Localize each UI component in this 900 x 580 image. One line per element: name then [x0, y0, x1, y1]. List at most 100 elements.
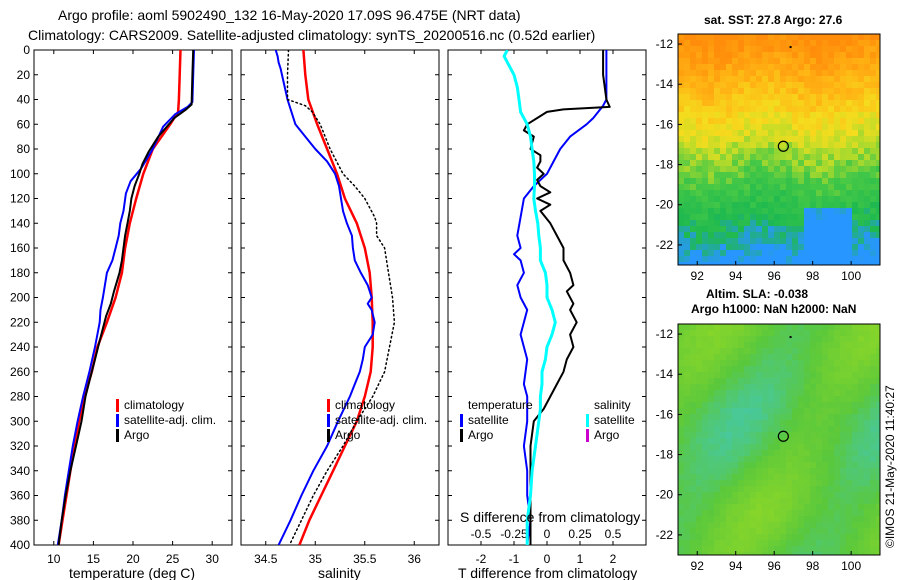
map-cell	[762, 226, 768, 232]
map-cell	[852, 546, 858, 552]
map-cell	[822, 130, 828, 136]
map-cell	[804, 70, 810, 76]
map-cell	[780, 232, 786, 238]
map-cell	[708, 324, 714, 330]
map-cell	[696, 172, 702, 178]
map-cell	[786, 456, 792, 462]
map-cell	[678, 214, 684, 220]
map-cell	[876, 468, 880, 474]
map-cell	[792, 390, 798, 396]
map-cell	[804, 64, 810, 70]
map-cell	[744, 232, 750, 238]
map-cell	[774, 88, 780, 94]
map-cell	[732, 324, 738, 330]
map-cell	[678, 52, 684, 58]
map-cell	[780, 202, 786, 208]
map-cell	[690, 378, 696, 384]
map-cell	[828, 390, 834, 396]
map-cell	[780, 208, 786, 214]
map-cell	[708, 534, 714, 540]
map-cell	[738, 420, 744, 426]
map-cell	[804, 510, 810, 516]
map-cell	[840, 70, 846, 76]
map-cell	[684, 184, 690, 190]
map-cell	[768, 408, 774, 414]
map-cell	[684, 438, 690, 444]
map-cell	[792, 468, 798, 474]
map-cell	[786, 402, 792, 408]
map-cell	[720, 480, 726, 486]
map-cell	[678, 172, 684, 178]
map-cell	[768, 70, 774, 76]
map-cell	[774, 366, 780, 372]
s-diff-tick-label: 0	[544, 527, 551, 541]
map-cell	[840, 366, 846, 372]
map-cell	[678, 462, 684, 468]
map-cell	[804, 480, 810, 486]
map-cell	[858, 196, 864, 202]
map-cell	[726, 534, 732, 540]
map-cell	[750, 136, 756, 142]
map-cell	[696, 528, 702, 534]
map-cell	[864, 250, 870, 256]
map-cell	[834, 40, 840, 46]
series-line-Argo-T	[522, 50, 611, 545]
map-cell	[750, 88, 756, 94]
map-cell	[684, 390, 690, 396]
map-cell	[822, 504, 828, 510]
map-cell	[774, 492, 780, 498]
map-cell	[840, 58, 846, 64]
map-cell	[750, 384, 756, 390]
map-cell	[810, 462, 816, 468]
map-cell	[780, 142, 786, 148]
map-cell	[840, 190, 846, 196]
map-cell	[768, 106, 774, 112]
map-cell	[678, 154, 684, 160]
map-cell	[738, 504, 744, 510]
map-cell	[762, 396, 768, 402]
map-cell	[804, 366, 810, 372]
map-cell	[816, 256, 822, 262]
map-cell	[780, 178, 786, 184]
map-cell	[780, 384, 786, 390]
map-cell	[696, 384, 702, 390]
map-cell	[708, 396, 714, 402]
map-cell	[738, 486, 744, 492]
map-cell	[774, 250, 780, 256]
map-cell	[768, 396, 774, 402]
map-cell	[828, 396, 834, 402]
map-cell	[834, 360, 840, 366]
map-cell	[768, 360, 774, 366]
map-cell	[708, 504, 714, 510]
map-cell	[846, 136, 852, 142]
map-cell	[876, 226, 880, 232]
map-cell	[690, 324, 696, 330]
map-cell	[690, 450, 696, 456]
map-cell	[708, 390, 714, 396]
map-cell	[750, 34, 756, 40]
map-cell	[732, 534, 738, 540]
map-cell	[714, 46, 720, 52]
map-cell	[756, 190, 762, 196]
map-cell	[708, 444, 714, 450]
map-cell	[864, 64, 870, 70]
map-cell	[840, 480, 846, 486]
map-cell	[816, 390, 822, 396]
map-cell	[804, 354, 810, 360]
map-cell	[810, 438, 816, 444]
map-cell	[696, 456, 702, 462]
map-cell	[702, 160, 708, 166]
map-cell	[720, 498, 726, 504]
map-cell	[762, 336, 768, 342]
map-cell	[690, 384, 696, 390]
map-cell	[810, 172, 816, 178]
map-cell	[756, 82, 762, 88]
map-cell	[804, 226, 810, 232]
map-cell	[798, 528, 804, 534]
map-cell	[876, 480, 880, 486]
map-cell	[822, 462, 828, 468]
map-cell	[756, 366, 762, 372]
map-cell	[762, 414, 768, 420]
map-cell	[750, 250, 756, 256]
map-cell	[870, 40, 876, 46]
